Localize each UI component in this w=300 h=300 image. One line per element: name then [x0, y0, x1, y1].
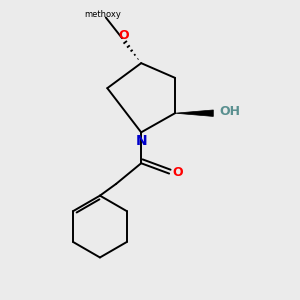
Text: N: N	[135, 134, 147, 148]
Text: O: O	[172, 166, 183, 178]
Text: O: O	[119, 29, 129, 42]
Text: OH: OH	[219, 105, 240, 118]
Polygon shape	[175, 110, 213, 116]
Text: methoxy: methoxy	[85, 10, 121, 19]
